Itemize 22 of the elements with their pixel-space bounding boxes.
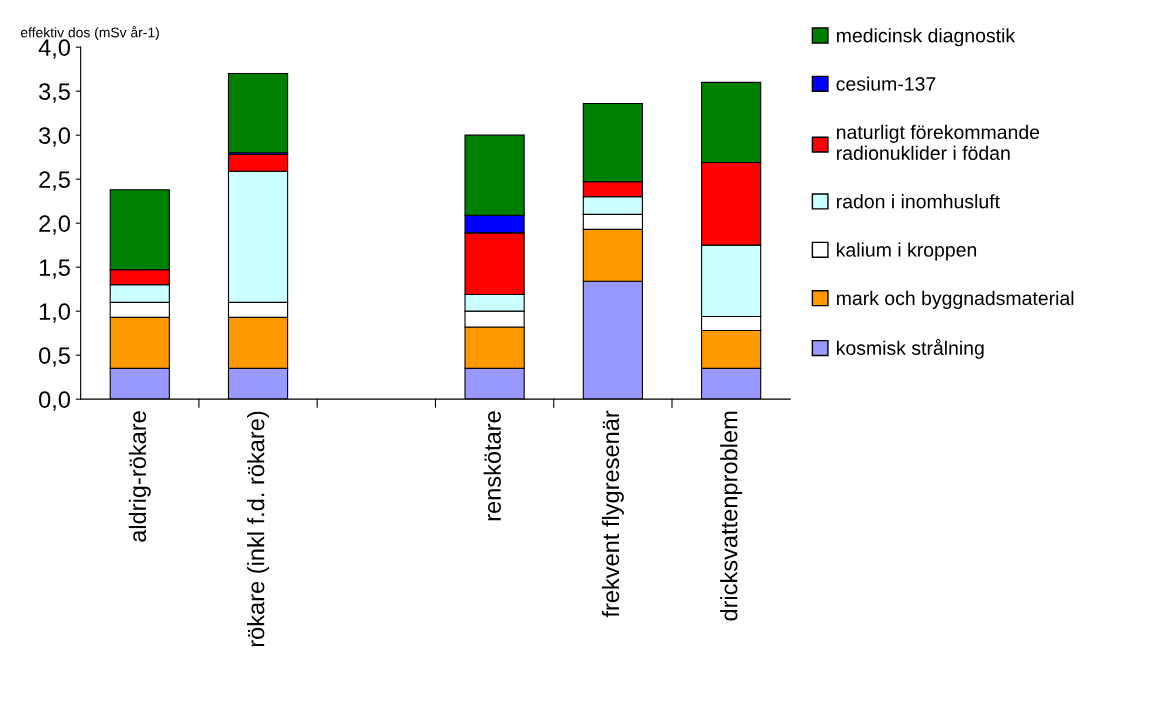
x-tick-label: aldrig-rökare [128,411,151,542]
legend-label: kosmisk strålning [837,339,984,359]
y-tick-label: 2,5 [39,171,70,191]
bar [227,73,289,154]
y-tick-label: 1,5 [39,259,70,279]
y-tick-label: 0,0 [39,391,70,411]
legend-label: medicinsk diagnostik [837,28,1016,47]
legend-label: cesium-137 [836,76,936,91]
legend-label: radon i inomhusluft [837,194,1000,209]
x-tick-label: dricksvattenproblem [720,411,743,621]
y-tick-label: 3,0 [39,127,70,147]
y-tick-label: 0,5 [39,347,70,367]
x-tick-label: frekvent flygresenär [601,410,624,618]
y-tick-label: 2,0 [39,215,70,235]
legend-label: mark och byggnadsmaterial [837,290,1074,309]
y-tick-label: 3,5 [39,83,70,103]
x-tick-label: rökare (inkl f.d. rökare) [247,411,270,647]
legend-label: naturligt förekommande radionuklider i födan [837,124,1040,161]
y-tick-label: 1,0 [39,303,70,323]
legend-label: kalium i kroppen [837,242,977,261]
x-tick-label: renskötare [483,411,501,521]
y-tick-label: 4,0 [38,39,70,59]
